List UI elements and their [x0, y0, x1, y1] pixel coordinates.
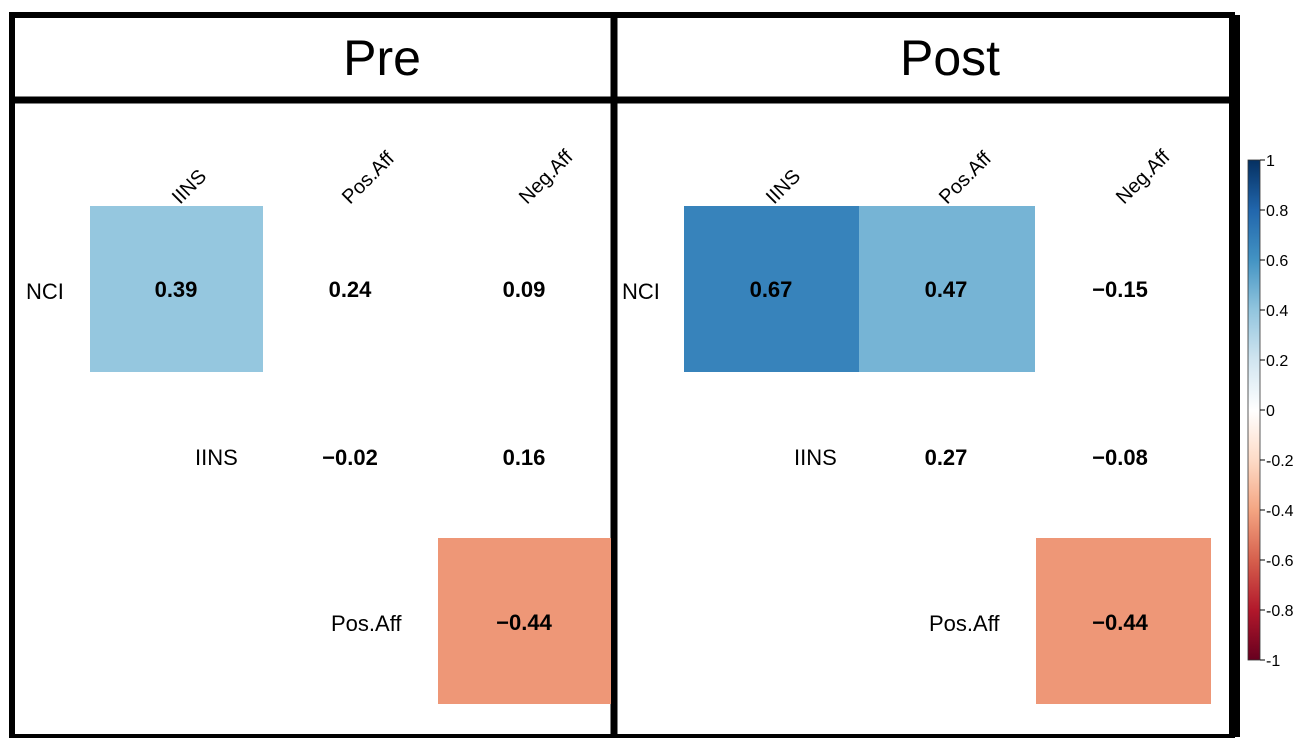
- colorbar-tick-label: 0.2: [1266, 353, 1288, 370]
- post-col-label-posaff: Pos.Aff: [935, 147, 996, 208]
- colorbar-tick-label: -0.8: [1266, 603, 1294, 620]
- post-value-iins-posaff: 0.27: [925, 445, 968, 470]
- post-cell-nci-posaff: [859, 206, 1035, 372]
- pre-heatmap: IINS Pos.Aff Neg.Aff NCI IINS Pos.Aff 0.…: [26, 146, 611, 704]
- pre-cells: [90, 206, 611, 704]
- colorbar-tick-label: 0.6: [1266, 253, 1288, 270]
- pre-value-iins-negaff: 0.16: [503, 445, 546, 470]
- pre-col-label-iins: IINS: [168, 165, 211, 208]
- pre-value-nci-posaff: 0.24: [329, 277, 373, 302]
- colorbar-tick-label: -0.4: [1266, 503, 1294, 520]
- pre-value-posaff-negaff: −0.44: [496, 610, 552, 635]
- colorbar-tick-label: 0: [1266, 403, 1275, 420]
- post-value-iins-negaff: −0.08: [1092, 445, 1148, 470]
- colorbar-tick-label: -0.6: [1266, 553, 1294, 570]
- pre-value-iins-posaff: −0.02: [322, 445, 378, 470]
- post-heatmap: IINS Pos.Aff Neg.Aff NCI IINS Pos.Aff 0.…: [622, 146, 1211, 704]
- post-row-label-posaff: Pos.Aff: [929, 611, 1000, 636]
- pre-row-label-nci: NCI: [26, 279, 64, 304]
- post-col-label-iins: IINS: [762, 165, 805, 208]
- post-row-labels: NCI IINS Pos.Aff: [622, 279, 1000, 636]
- post-value-labels: 0.67 0.47 −0.15 0.27 −0.08 −0.44: [750, 277, 1149, 635]
- pre-col-label-posaff: Pos.Aff: [338, 147, 399, 208]
- post-cell-posaff-negaff: [1036, 538, 1211, 704]
- pre-row-label-posaff: Pos.Aff: [331, 611, 402, 636]
- colorbar-tick-label: 0.4: [1266, 303, 1288, 320]
- pre-cell-nci-iins: [90, 206, 263, 372]
- post-row-label-iins: IINS: [794, 445, 837, 470]
- pre-value-labels: 0.39 0.24 0.09 −0.02 0.16 −0.44: [155, 277, 553, 635]
- pre-panel-title: Pre: [343, 30, 421, 86]
- pre-column-labels: IINS Pos.Aff Neg.Aff: [168, 146, 578, 209]
- post-value-posaff-negaff: −0.44: [1092, 610, 1148, 635]
- post-panel-title: Post: [900, 30, 1000, 86]
- colorbar-gradient: [1247, 159, 1261, 661]
- colorbar-ticks: 1 0.8 0.6 0.4 0.2 0 -0.2 -0.4 -0.6 -0.8 -1: [1260, 153, 1294, 670]
- post-cells: [684, 206, 1211, 704]
- pre-row-label-iins: IINS: [195, 445, 238, 470]
- colorbar-tick-label: 1: [1266, 153, 1275, 170]
- pre-row-labels: NCI IINS Pos.Aff: [26, 279, 402, 636]
- colorbar-tick-label: -1: [1266, 653, 1280, 670]
- colorbar-tick-label: 0.8: [1266, 203, 1288, 220]
- post-value-nci-negaff: −0.15: [1092, 277, 1148, 302]
- post-col-label-negaff: Neg.Aff: [1112, 146, 1175, 209]
- pre-col-label-negaff: Neg.Aff: [515, 146, 578, 209]
- post-row-label-nci: NCI: [622, 279, 660, 304]
- figure-frame: [9, 12, 1240, 738]
- colorbar-tick-label: -0.2: [1266, 453, 1294, 470]
- pre-cell-posaff-negaff: [438, 538, 611, 704]
- post-value-nci-iins: 0.67: [750, 277, 793, 302]
- pre-value-nci-negaff: 0.09: [503, 277, 546, 302]
- post-column-labels: IINS Pos.Aff Neg.Aff: [762, 146, 1175, 209]
- pre-value-nci-iins: 0.39: [155, 277, 198, 302]
- colorbar: 1 0.8 0.6 0.4 0.2 0 -0.2 -0.4 -0.6 -0.8 -1: [1247, 153, 1294, 670]
- post-value-nci-posaff: 0.47: [925, 277, 968, 302]
- post-cell-nci-iins: [684, 206, 859, 372]
